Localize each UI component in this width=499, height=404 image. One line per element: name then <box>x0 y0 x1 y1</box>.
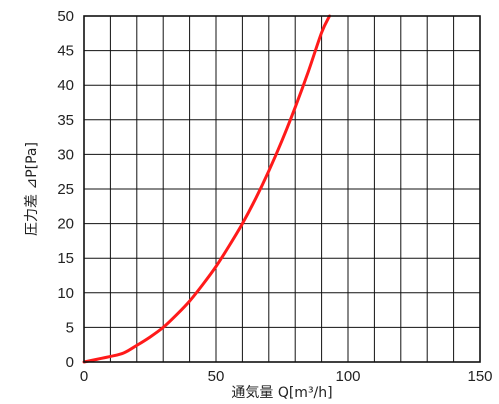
x-tick-label: 100 <box>335 368 360 385</box>
y-tick-label: 30 <box>57 146 74 163</box>
y-tick-label: 20 <box>57 216 74 233</box>
y-tick-label: 45 <box>57 43 74 60</box>
x-tick-label: 50 <box>208 368 225 385</box>
y-tick-label: 35 <box>57 112 74 129</box>
y-tick-label: 5 <box>66 319 74 336</box>
y-tick-label: 40 <box>57 77 74 94</box>
plot-frame <box>83 15 481 363</box>
grid <box>84 16 480 362</box>
x-tick-label: 0 <box>80 368 88 385</box>
y-tick-label: 25 <box>57 181 74 198</box>
series-layer <box>82 14 332 364</box>
x-axis-title: 通気量 Q[m³/h] <box>231 385 332 401</box>
series-line-0 <box>82 14 332 364</box>
y-tick-label: 0 <box>66 354 74 371</box>
y-tick-label: 50 <box>57 8 74 25</box>
y-axis-ticks: 0 5 10 15 20 25 30 35 40 45 50 <box>57 8 74 371</box>
y-axis-title: 圧力差 ⊿P[Pa] <box>24 142 40 236</box>
x-axis-ticks: 0 50 100 150 <box>80 368 493 385</box>
x-tick-label: 150 <box>467 368 492 385</box>
y-tick-label: 15 <box>57 250 74 267</box>
y-tick-label: 10 <box>57 285 74 302</box>
